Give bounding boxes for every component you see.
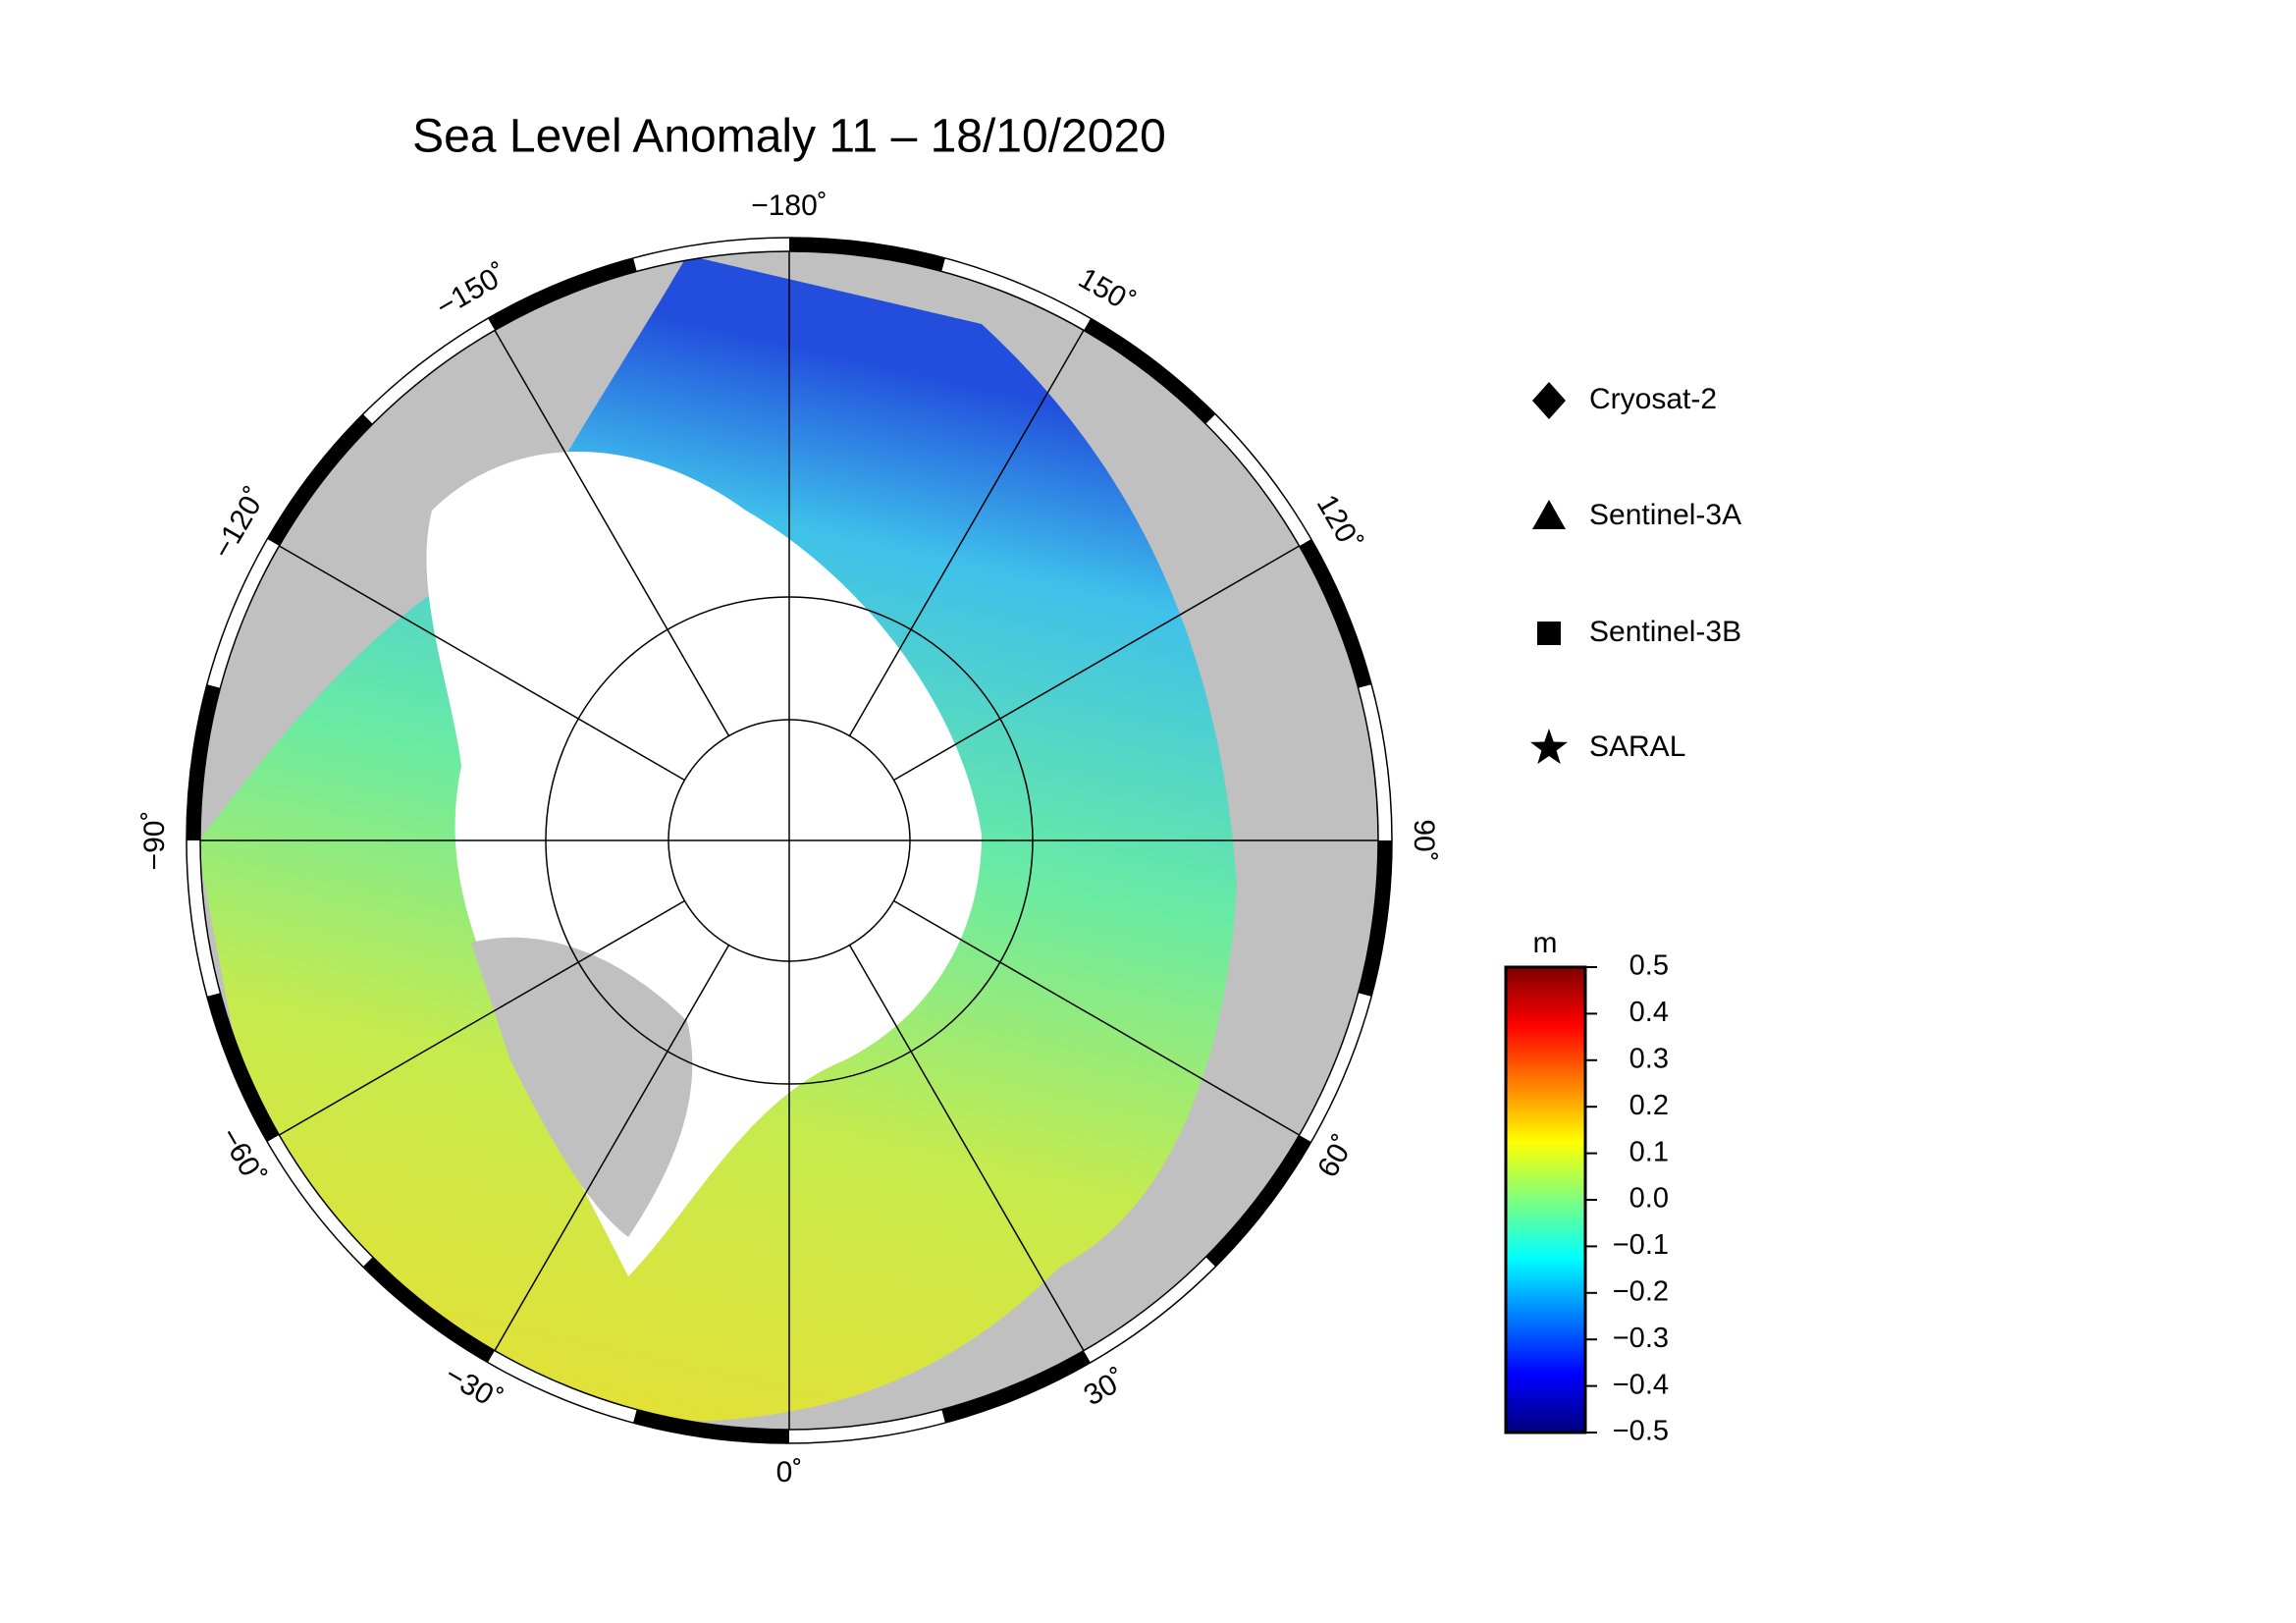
legend-marker <box>1537 622 1561 645</box>
colorbar-tick-label: −0.5 <box>1613 1416 1669 1447</box>
frame-segment <box>1083 1257 1216 1363</box>
frame-segment <box>362 1257 496 1363</box>
legend-label: Cryosat-2 <box>1589 383 1717 415</box>
frame-segment <box>1083 318 1216 424</box>
frame-segment <box>1205 413 1311 547</box>
longitude-label: 0˚ <box>776 1456 803 1488</box>
frame-segment <box>267 1134 373 1268</box>
longitude-label: 120˚ <box>1310 489 1368 557</box>
legend-marker <box>1532 500 1566 529</box>
colorbar-tick-label: 0.3 <box>1629 1043 1669 1074</box>
frame-segment <box>788 1409 945 1443</box>
meridian <box>279 545 685 782</box>
legend-marker <box>1529 729 1569 765</box>
longitude-label: 150˚ <box>1073 262 1141 320</box>
meridian <box>848 330 1085 736</box>
colorbar-tick-label: 0.4 <box>1629 997 1669 1028</box>
longitude-label: 90˚ <box>1408 819 1440 861</box>
frame-segment <box>206 993 280 1142</box>
frame-segment <box>788 238 945 272</box>
frame-segment <box>1299 539 1372 688</box>
frame-segment <box>1358 839 1392 997</box>
meridian <box>893 899 1300 1136</box>
map-frame <box>186 237 1393 1444</box>
colorbar-tick-label: −0.2 <box>1613 1275 1669 1307</box>
frame-segment <box>1205 1134 1311 1268</box>
frame-segment <box>187 684 221 841</box>
legend-label: SARAL <box>1589 730 1685 763</box>
frame-segment <box>1358 684 1392 841</box>
legend-label: Sentinel-3B <box>1589 616 1741 648</box>
longitude-label: −180˚ <box>751 189 828 222</box>
legend: Cryosat-2 Sentinel-3A Sentinel-3B SARAL <box>1529 382 1741 765</box>
frame-edge <box>186 237 1393 1444</box>
legend-label: Sentinel-3A <box>1589 499 1741 531</box>
colorbar-tick-label: −0.3 <box>1613 1323 1669 1354</box>
frame-segment <box>633 238 790 272</box>
frame-segment <box>941 257 1091 331</box>
colorbar: m 0.5 0.4 0.3 0.2 0.1 0.0 −0.1 −0.2 −0.3 −0.4 −0.5 <box>1504 927 1669 1447</box>
meridian <box>279 899 685 1136</box>
colorbar-unit: m <box>1533 927 1558 959</box>
frame-segment <box>633 1409 790 1443</box>
longitude-label: 60˚ <box>1311 1130 1361 1183</box>
frame-segment <box>187 839 221 997</box>
meridian <box>494 330 730 736</box>
colorbar-tick-label: 0.5 <box>1629 950 1669 982</box>
colorbar-tick-label: 0.2 <box>1629 1090 1669 1121</box>
colorbar-tick-label: 0.0 <box>1629 1183 1669 1215</box>
meridian <box>494 945 730 1351</box>
frame-segment <box>206 539 280 688</box>
frame-segment <box>941 1350 1091 1424</box>
frame-segment <box>362 318 496 424</box>
colorbar-tick-label: −0.4 <box>1613 1369 1669 1400</box>
colorbar-tick-label: 0.1 <box>1629 1136 1669 1167</box>
meridian <box>848 945 1085 1351</box>
frame-segment <box>1299 993 1372 1142</box>
map-title: Sea Level Anomaly 11 – 18/10/2020 <box>412 111 1166 163</box>
colorbar-gradient <box>1504 965 1587 1434</box>
frame-segment <box>267 413 373 547</box>
legend-marker <box>1532 382 1566 419</box>
longitude-label: 30˚ <box>1079 1363 1132 1412</box>
longitude-label: −90˚ <box>138 811 171 871</box>
frame-segment <box>488 1350 637 1424</box>
greenland <box>471 937 693 1237</box>
frame-segment <box>488 257 637 331</box>
graticule <box>200 251 1378 1430</box>
meridian <box>893 545 1300 782</box>
frame-edge <box>199 250 1379 1431</box>
colorbar-tick-label: −0.1 <box>1613 1229 1669 1261</box>
